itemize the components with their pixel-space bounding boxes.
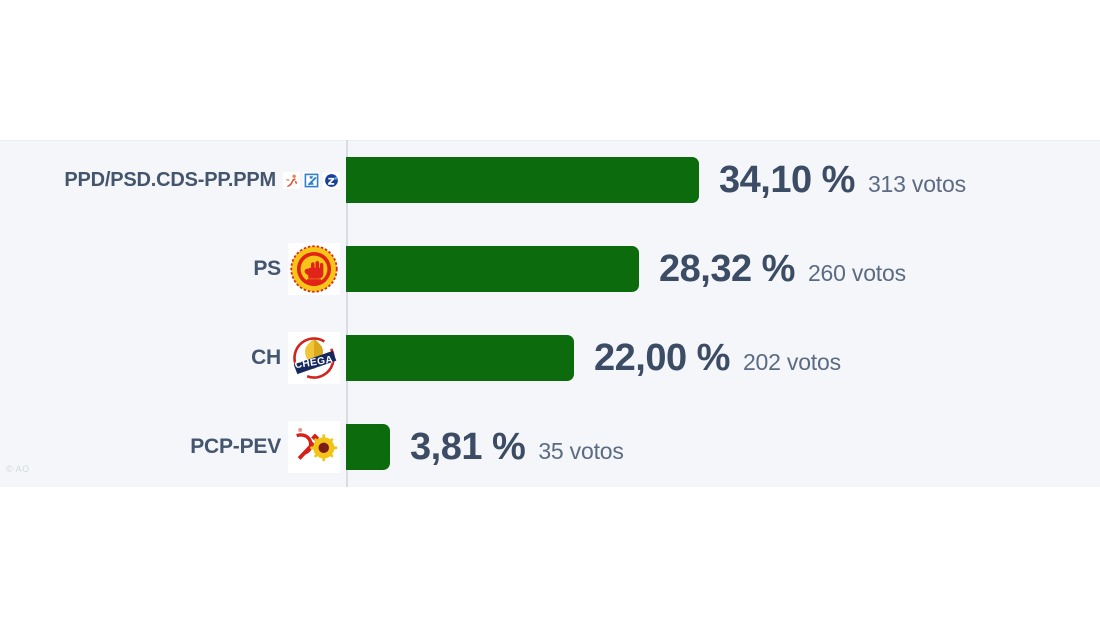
votes-count: 35 votos <box>538 437 624 464</box>
chega-logo-icon: CHEGA <box>288 332 340 384</box>
table-row[interactable]: PCP-PEV <box>0 421 1100 473</box>
chart-axis-line <box>346 140 348 487</box>
copyright-watermark: © AO <box>6 464 30 474</box>
party-name-label: PPD/PSD.CDS-PP.PPM <box>64 168 276 191</box>
percentage-value: 3,81 % <box>410 425 526 468</box>
votes-count: 260 votos <box>807 259 906 286</box>
election-results-chart: PPD/PSD.CDS-PP.PPM <box>0 140 1100 487</box>
panel-top-divider <box>0 140 1100 141</box>
row-label-block: CH CHEGA <box>0 332 346 384</box>
bar-ch <box>346 335 574 381</box>
row-values: 34,10 % 313 votos <box>699 159 966 202</box>
table-row[interactable]: CH CHEGA 22,00 % 202 votos <box>0 332 1100 384</box>
row-bar-area: 22,00 % 202 votos <box>346 332 1100 384</box>
table-row[interactable]: PS <box>0 243 1100 295</box>
row-values: 28,32 % 260 votos <box>639 248 906 291</box>
sunflower <box>310 434 338 462</box>
row-bar-area: 3,81 % 35 votos <box>346 421 1100 473</box>
row-label-block: PPD/PSD.CDS-PP.PPM <box>0 169 346 192</box>
percentage-value: 34,10 % <box>719 158 855 201</box>
bar-ppd-psd-cds-pp-ppm <box>346 157 699 203</box>
party-logo-group <box>283 171 340 189</box>
pcp-pev-hammer-sickle-sunflower-logo-icon <box>288 421 340 473</box>
percentage-value: 22,00 % <box>594 336 730 379</box>
party-name-label: PCP-PEV <box>190 435 281 458</box>
row-values: 3,81 % 35 votos <box>390 426 624 469</box>
table-row[interactable]: PPD/PSD.CDS-PP.PPM <box>0 154 1100 206</box>
results-row-list: PPD/PSD.CDS-PP.PPM <box>0 140 1100 487</box>
percentage-value: 28,32 % <box>659 247 795 290</box>
party-logo-group <box>288 243 340 295</box>
party-name-label: CH <box>251 346 281 369</box>
row-bar-area: 28,32 % 260 votos <box>346 243 1100 295</box>
psd-logo-icon <box>283 171 300 189</box>
row-values: 22,00 % 202 votos <box>574 337 841 380</box>
row-bar-area: 34,10 % 313 votos <box>346 154 1100 206</box>
party-logo-group <box>288 421 340 473</box>
bar-ps <box>346 246 639 292</box>
row-label-block: PCP-PEV <box>0 421 346 473</box>
votes-count: 313 votos <box>867 170 966 197</box>
ppm-logo-icon <box>323 171 340 189</box>
ps-fist-rose-logo-icon <box>288 243 340 295</box>
party-logo-group: CHEGA <box>288 332 340 384</box>
bar-pcp-pev <box>346 424 390 470</box>
cds-pp-logo-icon <box>303 171 320 189</box>
party-name-label: PS <box>253 257 281 280</box>
row-label-block: PS <box>0 243 346 295</box>
votes-count: 202 votos <box>742 348 841 375</box>
